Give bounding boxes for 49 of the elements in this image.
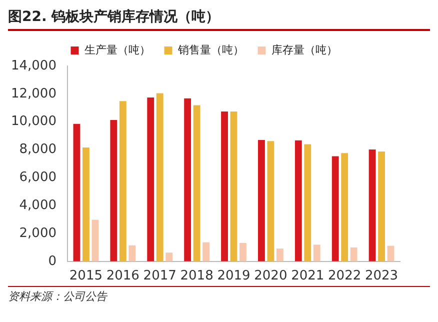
bar xyxy=(184,98,192,262)
bar xyxy=(221,112,228,262)
y-tick-label: 14,000 xyxy=(10,58,56,74)
legend-label: 库存量（吨） xyxy=(271,43,338,56)
text: 资料来源：公司公告 xyxy=(8,286,430,304)
bar xyxy=(368,149,376,262)
chart-title: 图22. 钨板块产销库存情况（吨） xyxy=(8,8,430,31)
x-tick-label: 2018 xyxy=(180,268,214,284)
x-tick-label: 2020 xyxy=(254,268,288,284)
y-tick-label: 0 xyxy=(48,254,56,269)
x-tick-label: 2015 xyxy=(69,268,103,284)
bar xyxy=(128,245,136,262)
legend-label: 销售量（吨） xyxy=(176,43,244,56)
x-tick-label: 2019 xyxy=(217,268,250,284)
bar xyxy=(332,156,339,262)
legend-label: 生产量（吨） xyxy=(84,43,150,56)
bar xyxy=(73,124,80,262)
bar xyxy=(92,220,99,262)
bar xyxy=(258,140,265,262)
bar xyxy=(202,242,210,262)
bar xyxy=(276,248,284,262)
bar xyxy=(313,244,320,262)
bar xyxy=(240,242,246,262)
bar xyxy=(230,112,238,262)
bar xyxy=(119,101,126,262)
x-tick-label: 2023 xyxy=(364,268,398,284)
bar xyxy=(147,98,154,262)
bar xyxy=(156,93,164,262)
bar xyxy=(387,246,394,262)
bar xyxy=(304,144,312,262)
y-tick-label: 4,000 xyxy=(19,198,56,213)
x-tick-label: 2016 xyxy=(106,268,140,284)
bar xyxy=(193,105,200,262)
x-tick-label: 2021 xyxy=(291,268,324,284)
bar xyxy=(166,252,173,262)
bar xyxy=(350,247,358,262)
bar xyxy=(294,140,302,262)
x-tick-label: 2022 xyxy=(328,268,362,284)
x-tick-label: 2017 xyxy=(143,268,176,284)
bar xyxy=(82,148,90,262)
y-tick-label: 2,000 xyxy=(19,226,56,241)
y-tick-label: 10,000 xyxy=(10,114,56,130)
bar xyxy=(110,120,118,262)
y-tick-label: 6,000 xyxy=(19,170,56,186)
y-tick-label: 12,000 xyxy=(10,86,56,102)
y-tick-label: 8,000 xyxy=(19,142,56,158)
bar xyxy=(267,141,274,262)
bar xyxy=(378,152,385,262)
bar xyxy=(341,153,348,262)
